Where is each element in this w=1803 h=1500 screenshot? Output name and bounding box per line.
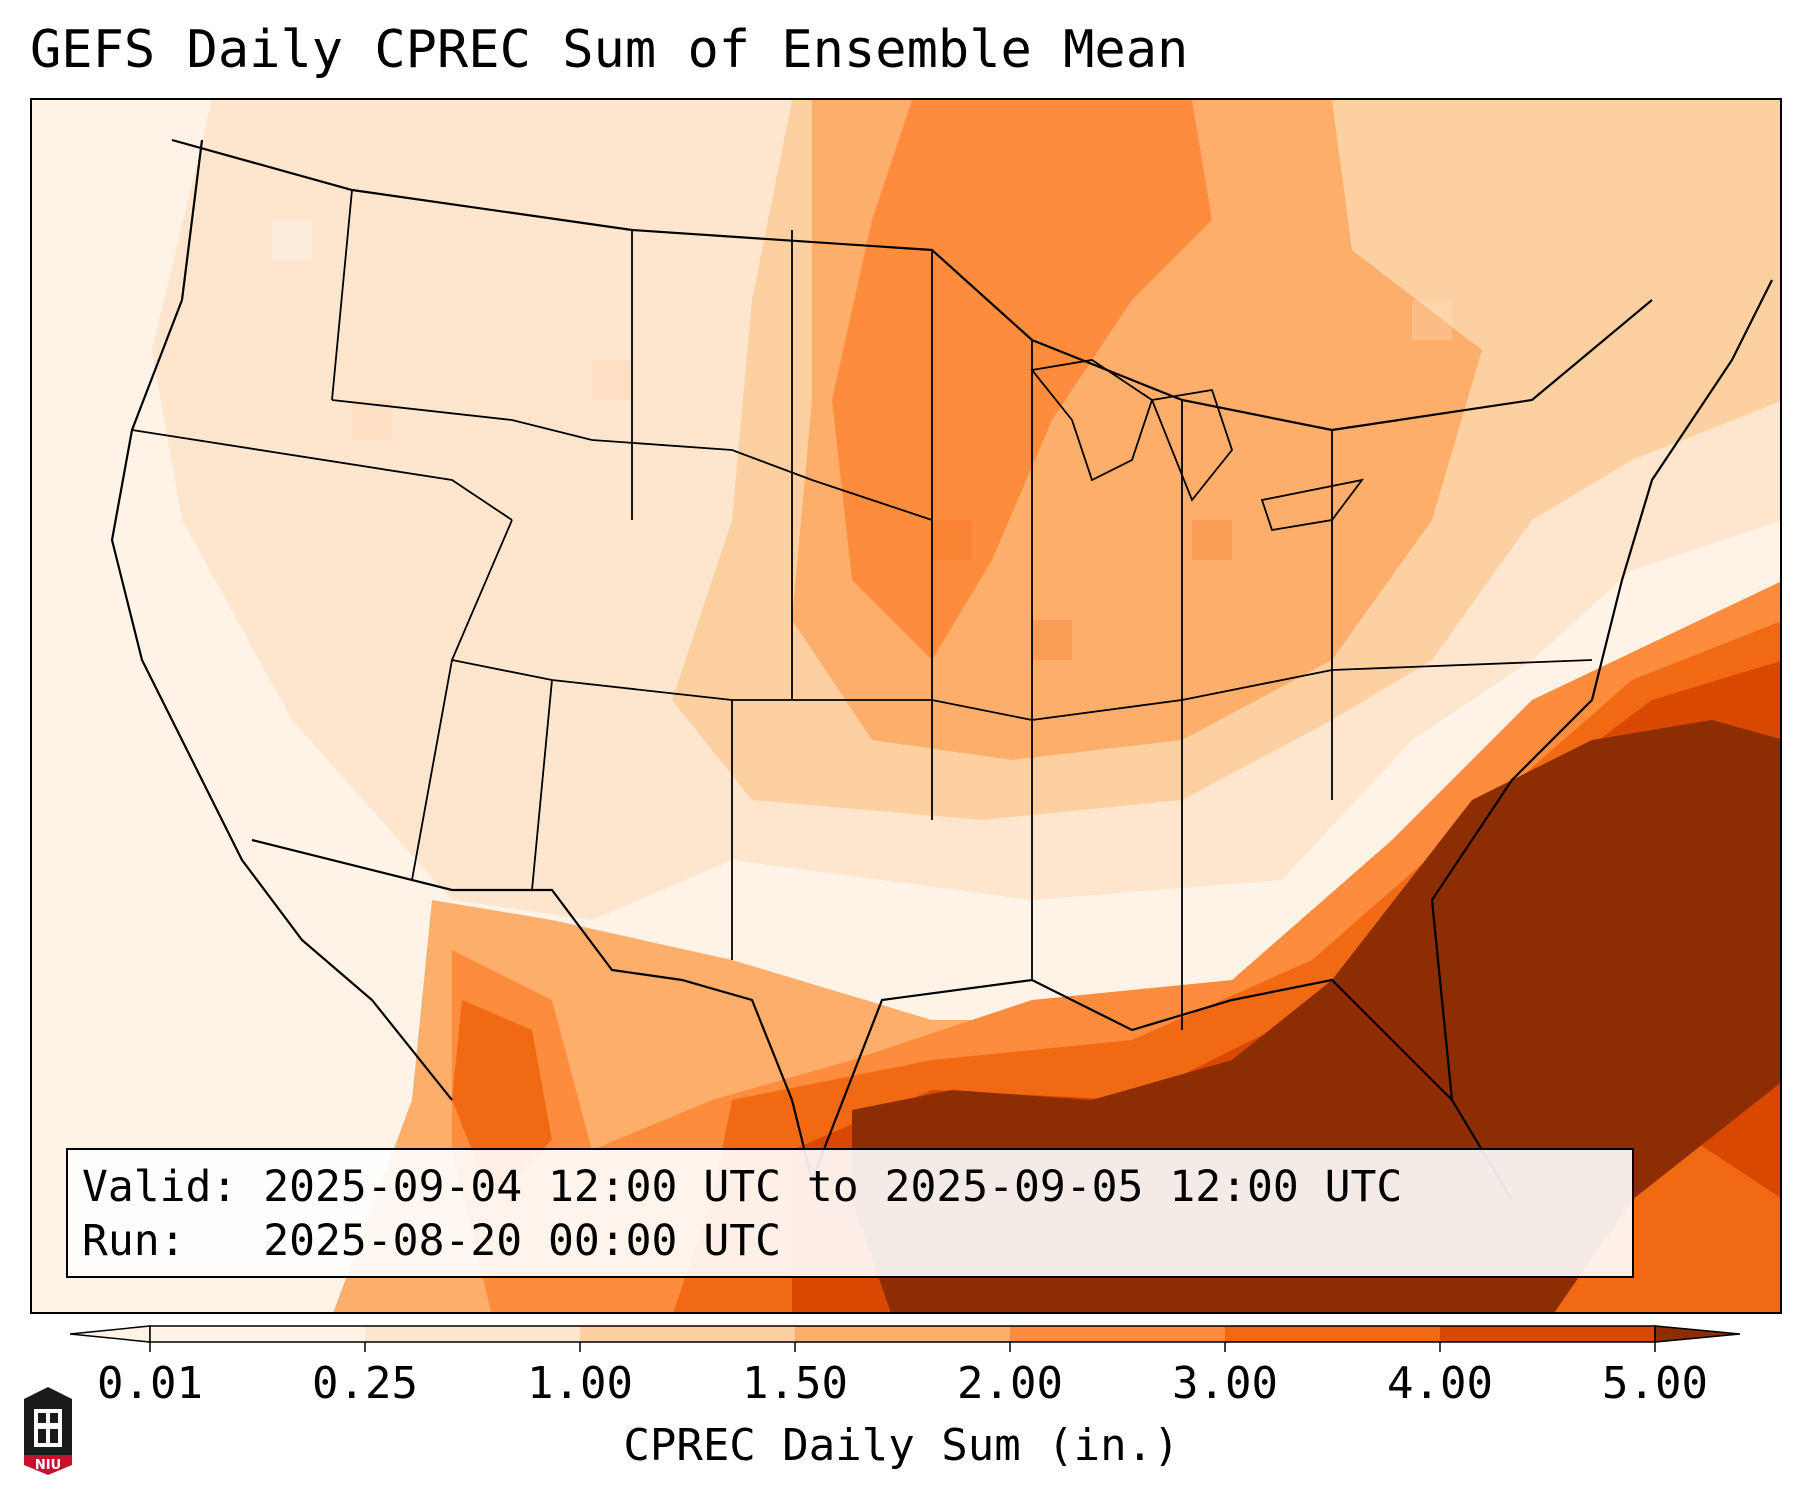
colorbar-tick-label: 1.50 xyxy=(742,1358,848,1409)
grid-texture xyxy=(272,220,1452,660)
colorbar-segment xyxy=(1225,1326,1440,1342)
map-title: GEFS Daily CPREC Sum of Ensemble Mean xyxy=(30,20,1189,80)
colorbar-tick-label: 1.00 xyxy=(527,1358,633,1409)
colorbar-tick-label: 4.00 xyxy=(1387,1358,1493,1409)
niu-tower-logo: NIU xyxy=(24,1387,72,1475)
colorbar-extend-high xyxy=(1654,1325,1740,1343)
colorbar-frame xyxy=(149,1325,1656,1343)
state-lines xyxy=(131,189,1593,1030)
precip-map xyxy=(30,98,1782,1314)
west-coast xyxy=(110,139,453,1101)
precip-area-level-4 xyxy=(832,100,1212,660)
colorbar-tick-label: 0.25 xyxy=(312,1358,418,1409)
great-lakes xyxy=(1030,359,1365,532)
colorbar-tick-label: 5.00 xyxy=(1602,1358,1708,1409)
colorbar-tick-label: 2.00 xyxy=(957,1358,1063,1409)
colorbar-tick-label: 3.00 xyxy=(1172,1358,1278,1409)
valid-label: Valid: xyxy=(82,1162,238,1212)
us-mexico-border xyxy=(251,838,814,1181)
logo-text: NIU xyxy=(35,1458,61,1473)
colorbar-label: CPREC Daily Sum (in.) xyxy=(623,1420,1180,1471)
colorbar-segment xyxy=(795,1326,1010,1342)
valid-time-box: Valid: 2025-09-04 12:00 UTC to 2025-09-0… xyxy=(66,1148,1634,1278)
colorbar-segment xyxy=(365,1326,580,1342)
map-canvas xyxy=(32,100,1780,1312)
run-value: 2025-08-20 00:00 UTC xyxy=(263,1216,781,1266)
state-boundaries xyxy=(110,138,1773,1201)
precip-shading xyxy=(32,100,1780,1312)
colorbar-extend-low xyxy=(70,1325,151,1343)
colorbar-tick-label: 0.01 xyxy=(97,1358,203,1409)
run-label: Run: xyxy=(82,1216,186,1266)
colorbar-segment xyxy=(1440,1326,1655,1342)
colorbar-segment xyxy=(1010,1326,1225,1342)
valid-value: 2025-09-04 12:00 UTC to 2025-09-05 12:00… xyxy=(263,1162,1403,1212)
colorbar-segment xyxy=(150,1326,365,1342)
colorbar-segment xyxy=(580,1326,795,1342)
colorbar xyxy=(70,1325,1740,1352)
east-coast xyxy=(1430,279,1773,1101)
